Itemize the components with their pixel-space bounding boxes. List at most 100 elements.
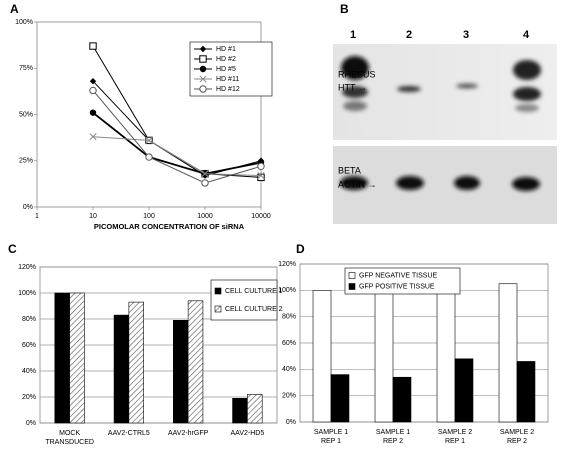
- bar: [69, 292, 85, 424]
- y-tick-label: 25%: [19, 158, 33, 165]
- series-line: [92, 90, 262, 184]
- y-tick-label: 80%: [282, 314, 296, 321]
- x-axis-title: PICOMOLAR CONCENTRATION OF siRNA: [94, 222, 245, 231]
- bar: [232, 397, 248, 424]
- x-tick-line: MOCK: [59, 430, 80, 437]
- legend-swatch: [348, 283, 356, 290]
- legend-label: HD #12: [216, 86, 240, 93]
- plot-frame: [299, 263, 549, 423]
- lane-label: 4: [523, 29, 530, 41]
- panel-label: D: [296, 242, 305, 256]
- y-tick-label: 20%: [282, 393, 296, 400]
- legend-marker: [199, 55, 207, 63]
- bar: [498, 283, 518, 423]
- legend-marker: [199, 75, 207, 83]
- blot-label: BETA: [338, 165, 361, 175]
- legend-label: CELL CULTURE 2: [225, 306, 283, 313]
- x-tick-label: AAV2-CTRL5: [108, 430, 150, 437]
- x-tick-label: 1: [35, 213, 39, 220]
- legend-label: HD #11: [216, 76, 239, 83]
- blot-label: ACTIN →: [338, 179, 377, 189]
- x-tick-label: SAMPLE 1 REP 2: [376, 429, 410, 445]
- x-tick-line: REP 2: [507, 438, 527, 445]
- legend-swatch: [214, 305, 222, 313]
- bands: [340, 56, 541, 191]
- bar: [454, 358, 474, 423]
- panel-label: B: [340, 2, 349, 16]
- bar: [312, 290, 332, 423]
- y-tick-label: 60%: [22, 342, 36, 349]
- legend-swatch: [214, 287, 222, 295]
- lane-label: 1: [350, 29, 356, 41]
- y-tick-label: 100%: [278, 287, 296, 294]
- y-tick-label: 20%: [22, 394, 36, 401]
- legend-label: HD #1: [216, 46, 236, 53]
- legend-label: HD #5: [216, 66, 236, 73]
- bar: [374, 290, 394, 423]
- y-tick-label: 80%: [22, 316, 36, 323]
- y-tick-label: 40%: [22, 368, 36, 375]
- x-tick-label: 10000: [251, 213, 271, 220]
- legend-swatch: [348, 272, 356, 279]
- legend-box: [344, 267, 461, 295]
- lane-label: 3: [463, 29, 469, 41]
- y-tick-label: 60%: [282, 340, 296, 347]
- bar: [516, 361, 536, 423]
- x-tick-line: REP 1: [445, 438, 465, 445]
- x-tick-label: 1000: [197, 213, 213, 220]
- x-tick-line: SAMPLE 2: [500, 429, 534, 436]
- marker: [201, 170, 209, 178]
- x-tick-label: MOCK TRANSDUCED: [45, 430, 94, 446]
- x-tick-label: SAMPLE 1 REP 1: [314, 429, 348, 445]
- x-tick-label: AAV2-HD5: [231, 430, 265, 437]
- plot-frame: [39, 266, 278, 424]
- marker: [257, 173, 265, 182]
- y-tick-label: 100%: [18, 290, 36, 297]
- y-tick-label: 0%: [23, 204, 33, 211]
- legend-label: GFP POSITIVE TISSUE: [359, 283, 435, 290]
- y-tick-label: 120%: [278, 261, 296, 268]
- bar: [54, 292, 70, 424]
- x-tick-line: AAV2-hrGFP: [168, 430, 209, 437]
- legend-marker: [199, 85, 207, 93]
- legend-marker: [199, 45, 207, 53]
- x-tick-label: SAMPLE 2 REP 1: [438, 429, 472, 445]
- blot-panel: B 1 2 3 4 RHESUS HTT → BETA ACTIN →: [333, 2, 557, 224]
- bar: [187, 300, 204, 424]
- y-tick-label: 120%: [18, 264, 36, 271]
- bar: [436, 275, 456, 423]
- bar: [173, 319, 189, 424]
- x-tick-label: 10: [89, 213, 97, 220]
- bar: [392, 376, 412, 423]
- legend-label: HD #2: [216, 56, 236, 63]
- x-tick-label: 100: [143, 213, 155, 220]
- legend-label: GFP NEGATIVE TISSUE: [359, 272, 438, 279]
- x-tick-line: REP 2: [383, 438, 403, 445]
- x-tick-line: REP 1: [321, 438, 341, 445]
- y-tick-label: 50%: [19, 111, 33, 118]
- bar: [247, 394, 263, 424]
- lane-label: 2: [406, 29, 412, 41]
- marker: [89, 42, 97, 50]
- legend-box: [210, 279, 278, 321]
- legend-marker: [199, 65, 207, 73]
- blot-label: RHESUS: [338, 69, 376, 79]
- marker: [257, 162, 265, 171]
- marker: [89, 86, 97, 95]
- y-tick-label: 75%: [19, 65, 33, 72]
- y-tick-label: 0%: [286, 419, 296, 426]
- series-line: [92, 111, 262, 175]
- y-tick-label: 100%: [15, 19, 33, 26]
- x-tick-line: SAMPLE 2: [438, 429, 472, 436]
- bar: [113, 314, 130, 424]
- y-tick-label: 40%: [282, 366, 296, 373]
- x-tick-label: SAMPLE 2 REP 2: [500, 429, 534, 445]
- y-tick-label: 0%: [26, 420, 36, 427]
- blot-label: HTT →: [338, 82, 367, 92]
- marker: [145, 136, 153, 144]
- panel-label: A: [10, 2, 19, 16]
- marker: [145, 153, 153, 161]
- x-tick-line: SAMPLE 1: [314, 429, 348, 436]
- marker: [89, 78, 97, 85]
